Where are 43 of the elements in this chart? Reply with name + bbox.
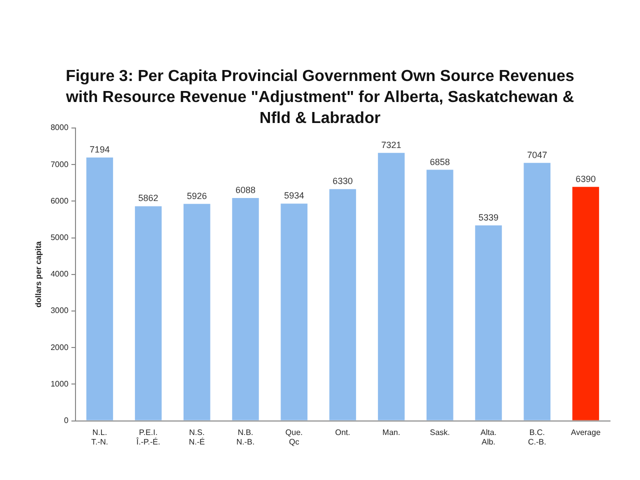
y-tick-label: 0 <box>64 416 69 426</box>
data-label: 6088 <box>235 184 256 195</box>
bar <box>86 158 114 420</box>
x-tick-label: B.C. C.-B. <box>528 428 546 446</box>
y-tick-label: 3000 <box>50 306 69 316</box>
x-tick-label: N.L. T.-N. <box>91 428 108 446</box>
data-label: 5862 <box>138 193 158 204</box>
bar <box>134 206 162 420</box>
x-tick-label: Alta. Alb. <box>480 428 497 446</box>
bar <box>378 152 405 420</box>
x-tick-label: Ont. <box>335 428 350 437</box>
bar <box>232 198 259 420</box>
bar <box>524 162 550 420</box>
y-tick-label: 2000 <box>50 342 69 352</box>
data-label: 6330 <box>332 176 353 186</box>
y-tick-label: 6000 <box>50 196 69 206</box>
x-tick-label: Sask. <box>430 428 450 437</box>
y-tick-label: 7000 <box>50 160 69 169</box>
bar <box>426 170 454 420</box>
x-tick-label: P.E.I. Î.-P.-É. <box>135 428 160 446</box>
data-label: 6858 <box>430 156 450 167</box>
y-tick-label: 4000 <box>50 270 69 279</box>
y-tick-label: 1000 <box>50 379 69 388</box>
bar <box>280 204 308 420</box>
bar <box>184 204 210 420</box>
y-tick-label: 5000 <box>50 233 69 242</box>
data-label: 6390 <box>576 174 596 184</box>
y-tick-label: 8000 <box>50 123 69 132</box>
x-tick-label: Que. Qc <box>285 428 303 446</box>
data-label: 7047 <box>527 150 548 160</box>
x-tick-label: N.B. N.-B. <box>236 428 255 446</box>
x-tick-label: Average <box>570 428 602 437</box>
data-label: 5934 <box>284 190 304 201</box>
data-label: 7194 <box>90 144 110 154</box>
bar <box>329 189 356 420</box>
x-tick-label: N.S. N.-É <box>188 428 205 446</box>
bar <box>572 186 600 420</box>
data-label: 5926 <box>186 190 207 201</box>
data-label: 5339 <box>478 212 499 222</box>
x-tick-label: Man. <box>382 428 400 437</box>
bar <box>475 225 502 420</box>
y-axis-title: dollars per capita <box>34 240 44 308</box>
data-label: 7321 <box>381 140 402 150</box>
